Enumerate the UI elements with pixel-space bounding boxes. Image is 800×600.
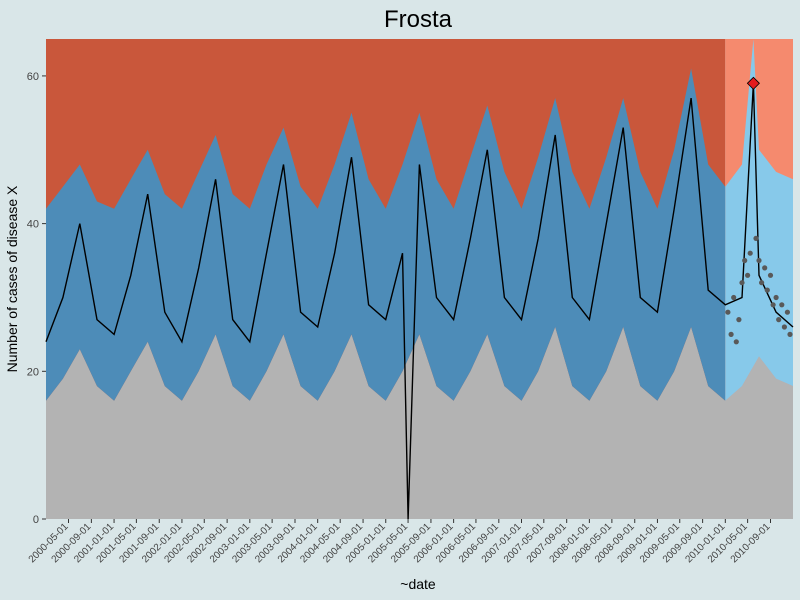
observed-series-line (45, 83, 794, 520)
y-tick-label: 20 (27, 366, 39, 378)
recent-point (779, 302, 785, 308)
recent-point (787, 331, 793, 337)
recent-point (736, 317, 742, 323)
y-tick-label: 0 (33, 514, 39, 526)
recent-point (759, 280, 765, 286)
recent-point (733, 339, 739, 345)
recent-point (767, 272, 774, 278)
threshold-band-recent (725, 39, 793, 401)
recent-point (784, 309, 791, 315)
alarm-marker (746, 76, 760, 90)
plot-panel (45, 39, 794, 520)
recent-point (739, 280, 745, 286)
recent-point (764, 287, 770, 293)
y-axis: 0 20 40 60 (27, 71, 46, 526)
recent-point (773, 294, 779, 301)
recent-point (745, 272, 751, 278)
recent-observation-points (725, 235, 793, 345)
recent-point (725, 309, 731, 315)
recent-point (742, 257, 748, 264)
threshold-band (46, 68, 726, 401)
recent-point (753, 235, 759, 241)
recent-point (747, 250, 753, 256)
recent-point (776, 317, 782, 323)
chart-title: Frosta (384, 6, 453, 33)
y-tick-label: 40 (27, 219, 39, 231)
recent-point (781, 324, 788, 330)
recent-point (756, 257, 762, 264)
recent-point (770, 302, 776, 308)
recent-point (731, 294, 737, 301)
recent-point (728, 331, 734, 337)
y-tick-label: 60 (27, 71, 39, 83)
low-zone-area (46, 327, 793, 519)
recent-point (762, 265, 768, 271)
x-axis-title: ~date (400, 576, 436, 592)
y-axis-title: Number of cases of disease X (4, 185, 20, 372)
x-axis: 2000-05-012000-09-012001-01-012001-05-01… (27, 519, 773, 565)
